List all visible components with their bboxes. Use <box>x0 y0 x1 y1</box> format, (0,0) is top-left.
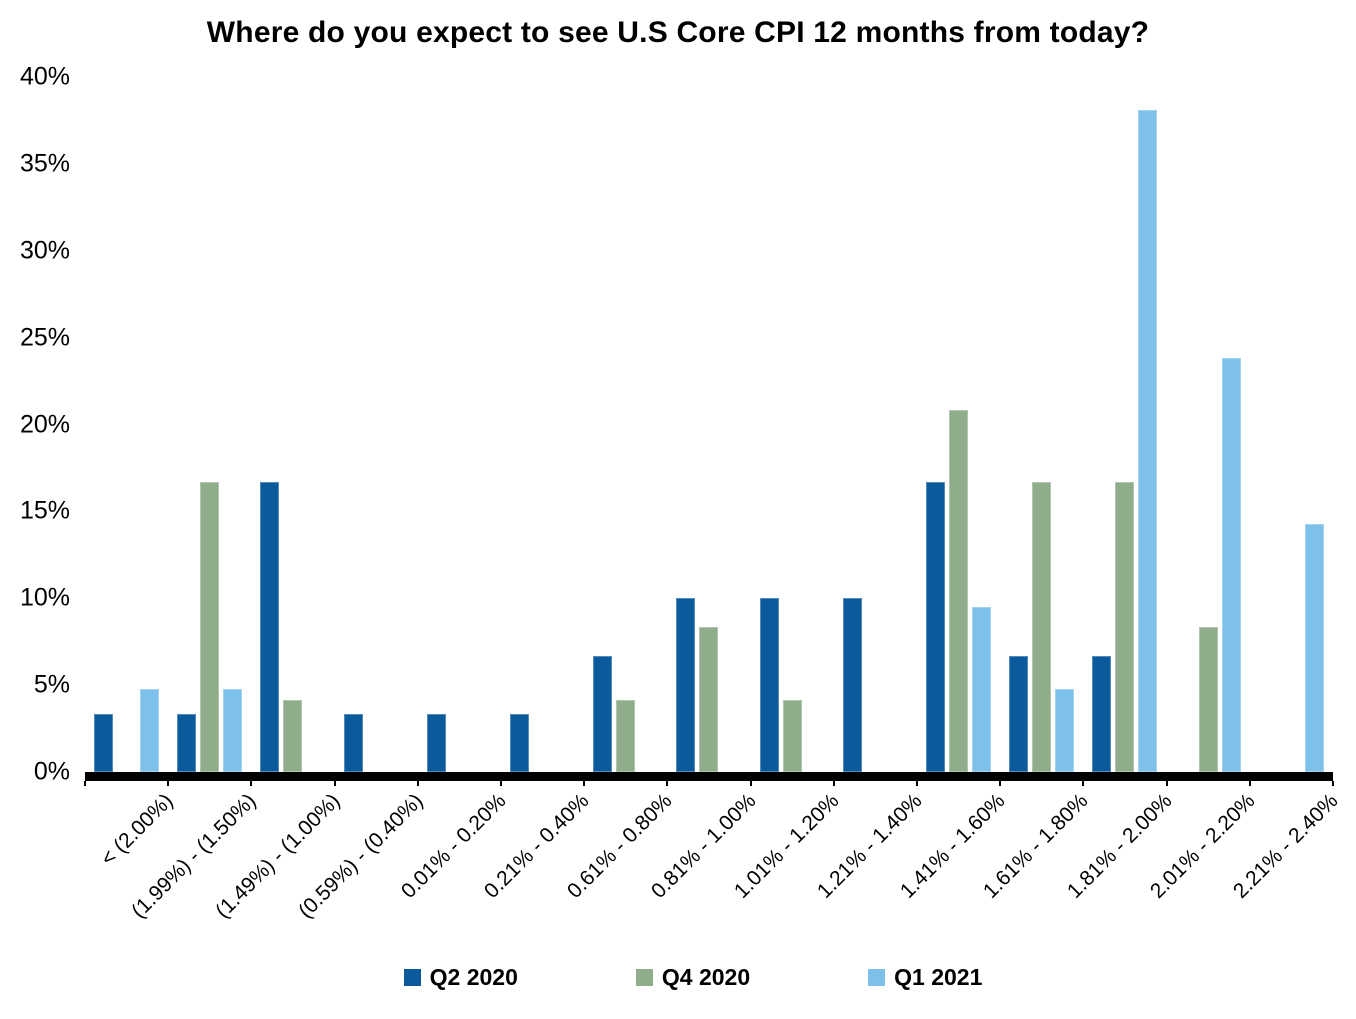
axis-tick <box>583 781 586 786</box>
legend-swatch <box>403 969 421 986</box>
y-tick-label: 40% <box>19 62 70 91</box>
axis-tick <box>1165 781 1168 786</box>
y-axis: 0% 5% 10% 15% 20% 25% 30% 35% 40% <box>0 64 70 784</box>
axis-tick <box>1082 781 1085 786</box>
x-axis-labels: < (2.00%) (1.99%) - (1.50%) (1.49%) - (1.0… <box>0 789 1356 965</box>
y-tick-label: 10% <box>19 583 70 612</box>
legend-label: Q2 2020 <box>429 964 518 990</box>
bar-q1-2021 <box>972 606 992 772</box>
axis-tick <box>416 781 419 786</box>
bar-q2-2020 <box>1092 656 1112 772</box>
axis-tick <box>1248 781 1251 786</box>
plot-area <box>84 77 1334 786</box>
category-group <box>667 77 750 772</box>
bar-q1-2021 <box>1138 110 1158 772</box>
category-group <box>917 77 1000 772</box>
bar-q2-2020 <box>260 482 280 772</box>
bar-q2-2020 <box>676 598 696 772</box>
legend: Q2 2020 Q4 2020 Q1 2021 <box>30 966 1356 989</box>
x-axis-label: < (2.00%) <box>96 789 178 871</box>
category-group <box>834 77 917 772</box>
bar-q2-2020 <box>926 482 946 772</box>
category-group <box>1000 77 1083 772</box>
axis-tick <box>1332 781 1334 786</box>
bar-q4-2020 <box>1198 627 1218 772</box>
bar-q4-2020 <box>200 482 220 772</box>
category-group <box>584 77 667 772</box>
bar-q2-2020 <box>1009 656 1029 772</box>
y-tick-label: 15% <box>19 496 70 525</box>
bar-q1-2021 <box>223 689 243 772</box>
category-group <box>418 77 501 772</box>
category-group <box>168 77 251 772</box>
y-tick-label: 0% <box>33 757 70 786</box>
category-group <box>1083 77 1166 772</box>
legend-swatch <box>635 969 653 986</box>
bar-q4-2020 <box>1032 482 1052 772</box>
legend-label: Q4 2020 <box>661 964 751 990</box>
bar-q2-2020 <box>343 714 363 772</box>
axis-tick <box>500 781 502 786</box>
axis-tick <box>832 781 835 786</box>
bar-q2-2020 <box>759 598 779 772</box>
axis-tick <box>749 781 752 786</box>
bar-q2-2020 <box>94 714 114 772</box>
bar-q2-2020 <box>426 714 446 772</box>
bar-q1-2021 <box>1221 358 1241 772</box>
category-group <box>251 77 334 772</box>
category-group <box>85 77 168 772</box>
axis-tick <box>333 781 336 786</box>
bar-q4-2020 <box>699 627 719 772</box>
y-tick-label: 25% <box>19 323 70 352</box>
legend-item-q1-2021: Q1 2021 <box>868 966 982 989</box>
y-tick-label: 20% <box>19 410 70 438</box>
legend-swatch <box>868 969 886 986</box>
y-tick-label: 30% <box>19 236 70 265</box>
legend-item-q2-2020: Q2 2020 <box>403 964 518 990</box>
bar-q2-2020 <box>177 714 197 772</box>
axis-tick <box>84 781 86 786</box>
bar-q4-2020 <box>616 699 636 772</box>
axis-tick <box>167 781 170 786</box>
legend-label: Q1 2021 <box>894 964 983 990</box>
axis-tick <box>916 781 918 786</box>
bar-q1-2021 <box>140 689 160 772</box>
axis-tick <box>666 781 669 786</box>
bar-q2-2020 <box>510 714 530 772</box>
chart-title: Where do you expect to see U.S Core CPI … <box>206 16 1150 49</box>
category-group <box>1167 77 1250 772</box>
category-group <box>751 77 834 772</box>
bar-q4-2020 <box>1115 482 1135 772</box>
x-axis-line <box>85 772 1333 781</box>
y-tick-label: 5% <box>33 670 70 699</box>
bar-q4-2020 <box>283 699 303 772</box>
category-group <box>335 77 418 772</box>
legend-item-q4-2020: Q4 2020 <box>635 964 751 990</box>
axis-tick <box>999 781 1002 786</box>
bar-q4-2020 <box>949 410 969 772</box>
axis-tick <box>250 781 253 786</box>
bar-q2-2020 <box>593 656 613 772</box>
bar-q1-2021 <box>1055 689 1075 772</box>
y-tick-label: 35% <box>19 149 70 178</box>
category-group <box>1250 77 1333 772</box>
bar-q2-2020 <box>842 598 862 772</box>
category-group <box>501 77 584 772</box>
bar-q4-2020 <box>782 699 802 772</box>
bar-q1-2021 <box>1304 523 1324 772</box>
